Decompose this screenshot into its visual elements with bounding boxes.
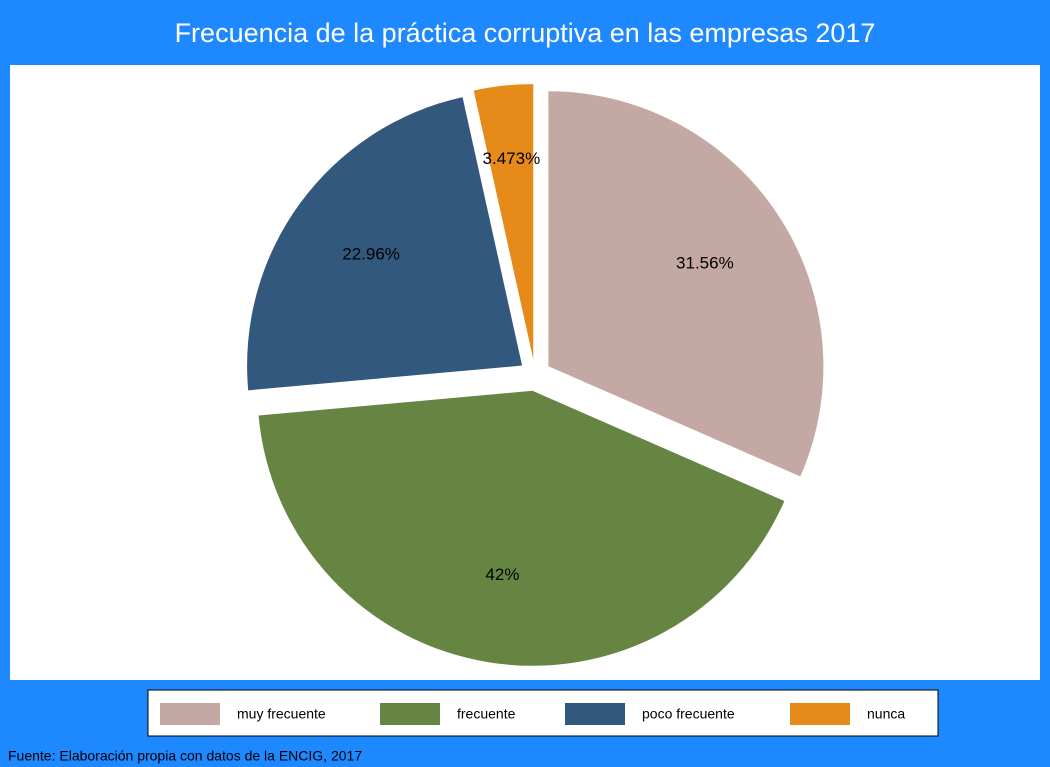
slice-label: 22.96% xyxy=(342,245,400,264)
pie-slice xyxy=(247,97,523,391)
slice-label: 42% xyxy=(485,565,519,584)
legend-swatch xyxy=(160,703,220,725)
legend-swatch xyxy=(380,703,440,725)
legend-label: nunca xyxy=(867,706,905,722)
pie-slice xyxy=(548,91,824,477)
legend-label: muy frecuente xyxy=(237,706,326,722)
slice-label: 31.56% xyxy=(676,253,734,272)
slice-label: 3.473% xyxy=(483,149,541,168)
legend-swatch xyxy=(790,703,850,725)
chart-title: Frecuencia de la práctica corruptiva en … xyxy=(175,18,876,48)
legend-label: poco frecuente xyxy=(642,706,735,722)
pie-slice xyxy=(258,390,785,666)
note: Fuente: Elaboración propia con datos de … xyxy=(8,748,362,764)
legend-label: frecuente xyxy=(457,706,516,722)
legend-swatch xyxy=(565,703,625,725)
pie-slice xyxy=(473,84,534,360)
